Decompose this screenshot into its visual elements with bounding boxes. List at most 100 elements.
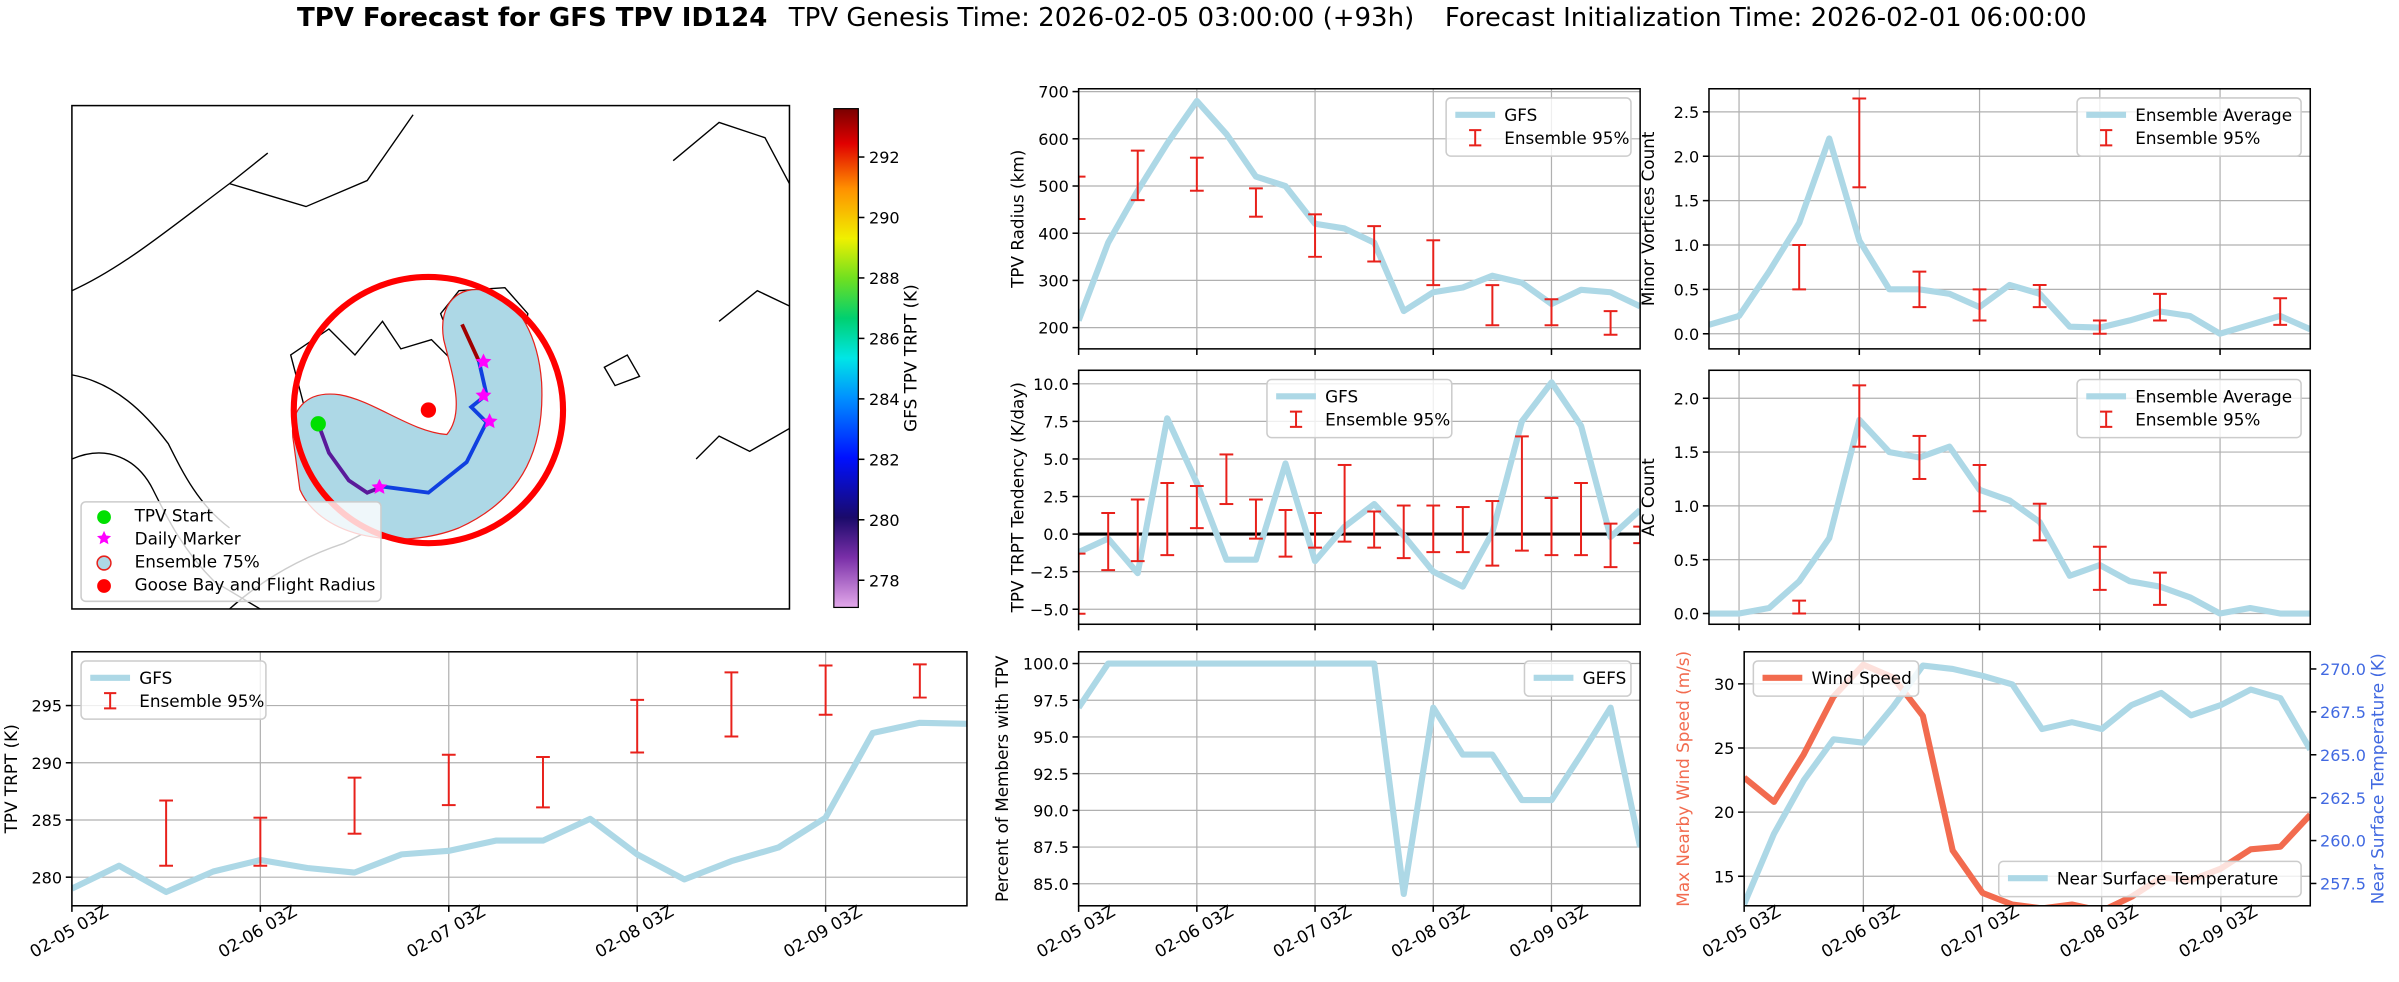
colorbar-tick-label: 280 (869, 511, 900, 530)
error-bar (1308, 213, 1322, 258)
error-bar (1278, 509, 1293, 558)
error-bar (1972, 288, 1987, 322)
legend (1523, 660, 1632, 697)
flight-radius (290, 273, 567, 547)
y-tick-label: 15 (1714, 867, 1734, 886)
legend-label: GFS (139, 668, 172, 688)
legend-label: GFS (1504, 105, 1537, 125)
error-bar (1426, 504, 1441, 554)
y-tick-label: 30 (1714, 675, 1734, 694)
error-bar (1130, 149, 1145, 202)
y-tick-label: 700 (1038, 83, 1069, 102)
axes-frame (1708, 369, 2312, 626)
legend-label: Ensemble 95% (2135, 409, 2260, 429)
panel: 0.0 0.5 1.0 1.5 2.0 AC Count Ensemble Average E… (1638, 369, 2312, 631)
panel: 02-05 03Z 02-06 03Z 02-07 03Z 02-08 03Z 02-0… (1673, 651, 2388, 962)
error-bar (1515, 435, 1529, 552)
line-series (1078, 379, 1641, 590)
daily-markers (371, 353, 498, 494)
legend-errorbar (2100, 129, 2113, 147)
error-bar (1792, 599, 1807, 615)
error-bar (724, 671, 739, 738)
axes-frame (1077, 88, 1641, 350)
legend (1997, 860, 2302, 898)
error-bar (536, 756, 550, 809)
y-tick-label: 0.0 (1674, 325, 1700, 344)
error-bar (1308, 512, 1322, 549)
x-tick-label: 02-09 03Z (1506, 901, 1591, 962)
y-tick-label: 1.5 (1674, 192, 1700, 211)
tpv-start (310, 416, 326, 432)
y-tick-label: 260.0 (2320, 832, 2366, 851)
error-bar (1972, 463, 1987, 513)
line-series (1708, 135, 2311, 337)
colorbar (833, 108, 859, 609)
error-bar (1367, 510, 1382, 549)
colorbar-tick-label: 284 (869, 390, 900, 409)
error-bar (347, 776, 362, 835)
y-tick-label: 1.0 (1674, 497, 1700, 516)
colorbar-tick-label: 292 (869, 148, 900, 167)
suptitle: TPV Forecast for GFS TPV ID124 TPV Genesi… (297, 3, 2087, 33)
y-axis-label: Max Nearby Wind Speed (m/s) (1673, 651, 1693, 907)
error-bar (1912, 270, 1927, 309)
y-tick-label: 400 (1038, 224, 1069, 243)
y-tick-label: 270.0 (2320, 660, 2366, 679)
colorbar-tick-label: 278 (869, 571, 900, 590)
error-bar (630, 698, 645, 754)
panel: 02-05 03Z 02-06 03Z 02-07 03Z 02-08 03Z 02-0… (1, 651, 968, 962)
error-bar (1633, 525, 1641, 545)
error-bar (1426, 239, 1441, 287)
y2-axis-label: Near Surface Temperature (K) (2368, 653, 2388, 904)
error-bar (1078, 552, 1086, 615)
goose-bay (420, 402, 437, 418)
track (316, 423, 384, 495)
y-tick-label: 85.0 (1033, 875, 1069, 894)
y-tick-label: 200 (1038, 319, 1069, 338)
error-bar (1160, 482, 1175, 557)
x-tick-label: 02-06 03Z (215, 901, 300, 962)
y-tick-label: 1.0 (1674, 236, 1700, 255)
panel: 02-05 03Z 02-06 03Z 02-07 03Z 02-08 03Z 02-0… (992, 651, 1641, 962)
error-bar (1485, 284, 1500, 327)
legend-marker (97, 530, 112, 545)
error-bar (2032, 283, 2047, 309)
legend-errorbar (1469, 129, 1482, 147)
axes-frame (1077, 369, 1641, 626)
y-tick-label: 0.5 (1674, 281, 1700, 300)
legend-label: TPV Start (134, 506, 214, 526)
error-bar (1396, 504, 1411, 560)
y-tick-label: 5.0 (1043, 450, 1069, 469)
y-tick-label: 280 (31, 868, 62, 887)
panel: −5.0 −2.5 0.0 2.5 5.0 7.5 10.0 TPV TRPT Tendenc… (1008, 369, 1641, 631)
x-tick-label: 02-07 03Z (1937, 901, 2022, 962)
panel: 0.0 0.5 1.0 1.5 2.0 2.5 Minor Vortices Count En… (1638, 88, 2312, 355)
line-series (71, 719, 967, 896)
y-axis-label: Percent of Members with TPV (992, 655, 1012, 902)
map: TPV Start Daily Marker Ensemble 75% Goos… (71, 104, 920, 610)
x-tick-label: 02-05 03Z (1033, 901, 1118, 962)
y-tick-label: 0.0 (1674, 605, 1700, 624)
error-bar (253, 816, 268, 867)
legend-label: Wind Speed (1811, 668, 1911, 688)
y-tick-label: 10.0 (1033, 375, 1069, 394)
y-tick-label: 267.5 (2320, 703, 2366, 722)
axes-frame (1743, 651, 2312, 907)
error-bar (1603, 522, 1618, 569)
error-bar (1792, 244, 1807, 291)
error-bar (159, 799, 174, 867)
error-bar (1852, 384, 1867, 448)
error-bar (2092, 319, 2107, 335)
title: TPV Forecast for GFS TPV ID124 (297, 3, 767, 33)
error-bar (1455, 506, 1470, 554)
error-bar (1219, 453, 1234, 506)
y-tick-label: 25 (1714, 739, 1734, 758)
y-tick-label: 100.0 (1023, 655, 1069, 674)
panel: 200 300 400 500 600 700 TPV Radius (km) GFS Ense… (1008, 83, 1641, 355)
colorbar-tick-label: 282 (869, 450, 900, 469)
y-tick-label: 0.5 (1674, 551, 1700, 570)
y-tick-label: 90.0 (1033, 801, 1069, 820)
x-tick-label: 02-09 03Z (780, 901, 865, 962)
legend-marker (96, 555, 112, 571)
y-tick-label: 290 (31, 754, 62, 773)
